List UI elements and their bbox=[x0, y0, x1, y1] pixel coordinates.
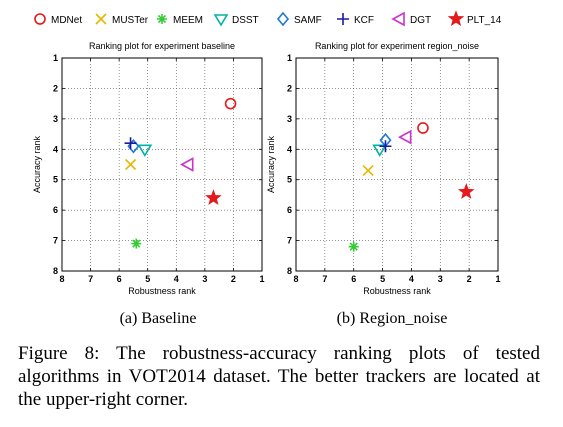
x-tick-label: 5 bbox=[145, 274, 150, 284]
y-tick-label: 6 bbox=[53, 205, 58, 215]
plot-frame-baseline bbox=[61, 57, 263, 272]
legend-label-mdnet: MDNet bbox=[51, 15, 82, 26]
legend-item-meem: MEEM bbox=[157, 14, 203, 26]
x-tick-label: 1 bbox=[259, 274, 264, 284]
y-tick-label: 6 bbox=[287, 205, 292, 215]
plot-frame-region-noise bbox=[295, 57, 499, 272]
y-tick-label: 4 bbox=[53, 144, 58, 154]
legend: MDNet MUSTer MEEM DSST SAMF KCF DGT PLT_14 bbox=[34, 10, 502, 27]
plot-baseline: 8 7 6 5 4 3 2 1 1 2 3 4 5 6 7 8 Ranking plot for experim… bbox=[32, 41, 265, 296]
x-tick-label: 8 bbox=[59, 274, 64, 284]
legend-marker-dgt bbox=[391, 11, 405, 27]
legend-item-muster: MUSTer bbox=[95, 13, 149, 26]
legend-marker-plt-14 bbox=[447, 10, 465, 27]
y-tick-label: 2 bbox=[287, 83, 292, 93]
x-tick-label: 7 bbox=[322, 274, 327, 284]
legend-item-mdnet: MDNet bbox=[34, 13, 82, 26]
y-axis-label-region-noise: Accuracy rank bbox=[266, 135, 276, 193]
y-tick-label: 3 bbox=[287, 114, 292, 124]
grid-baseline bbox=[62, 58, 262, 271]
x-tick-label: 3 bbox=[202, 274, 207, 284]
y-tick-label: 8 bbox=[287, 266, 292, 276]
figure-caption: Figure 8: The robustness-accuracy rankin… bbox=[18, 343, 540, 410]
point-kcf bbox=[379, 140, 392, 153]
legend-label-kcf: KCF bbox=[354, 15, 374, 26]
y-tick-label: 1 bbox=[287, 53, 292, 63]
subcaption-region-noise: (b) Region_noise bbox=[336, 310, 448, 327]
x-tick-label: 4 bbox=[174, 274, 179, 284]
y-tick-label: 8 bbox=[53, 266, 58, 276]
point-mdnet bbox=[224, 97, 237, 110]
y-tick-label: 1 bbox=[53, 53, 58, 63]
plot-title-baseline: Ranking plot for experiment baseline bbox=[89, 41, 235, 51]
point-kcf bbox=[124, 137, 137, 150]
legend-label-dsst: DSST bbox=[232, 15, 259, 26]
point-plt-14 bbox=[205, 189, 222, 206]
legend-marker-mdnet bbox=[34, 13, 46, 25]
legend-label-muster: MUSTer bbox=[112, 15, 149, 26]
y-tick-label: 2 bbox=[53, 83, 58, 93]
legend-label-meem: MEEM bbox=[173, 15, 203, 26]
y-tick-label: 7 bbox=[53, 236, 58, 246]
point-dsst bbox=[372, 144, 388, 157]
legend-item-dgt: DGT bbox=[391, 11, 431, 27]
point-dsst bbox=[137, 144, 153, 157]
legend-item-kcf: KCF bbox=[337, 13, 374, 26]
point-plt-14 bbox=[457, 183, 475, 199]
legend-marker-kcf bbox=[337, 13, 349, 25]
legend-marker-muster bbox=[95, 13, 107, 25]
figure-plots: 8 7 6 5 4 3 2 1 1 2 3 4 5 6 7 8 Ranking plot for experim… bbox=[32, 41, 501, 296]
grid-region-noise bbox=[296, 58, 498, 271]
legend-marker-samf bbox=[276, 11, 290, 27]
legend-item-samf: SAMF bbox=[276, 11, 322, 27]
y-tick-label: 5 bbox=[53, 175, 58, 185]
point-dgt bbox=[180, 157, 194, 172]
x-tick-label: 1 bbox=[495, 274, 500, 284]
y-tick-label: 5 bbox=[287, 175, 292, 185]
legend-label-plt-14: PLT_14 bbox=[467, 15, 502, 26]
x-axis-label-baseline: Robustness rank bbox=[128, 286, 196, 296]
plot-region-noise: 8 7 6 5 4 3 2 1 1 2 3 4 5 6 7 8 Ranking plot for experim… bbox=[266, 41, 501, 296]
y-tick-label: 7 bbox=[287, 236, 292, 246]
y-tick-label: 4 bbox=[287, 144, 292, 154]
legend-marker-dsst bbox=[213, 14, 229, 27]
plot-title-region-noise: Ranking plot for experiment region_noise bbox=[315, 41, 479, 51]
point-meem bbox=[348, 241, 359, 252]
x-tick-label: 8 bbox=[293, 274, 298, 284]
x-tick-label: 4 bbox=[409, 274, 414, 284]
x-tick-label: 5 bbox=[380, 274, 385, 284]
point-muster bbox=[362, 165, 374, 177]
x-tick-label: 3 bbox=[438, 274, 443, 284]
x-tick-label: 2 bbox=[231, 274, 236, 284]
point-muster bbox=[125, 158, 137, 171]
x-tick-label: 2 bbox=[467, 274, 472, 284]
point-meem bbox=[131, 238, 142, 249]
y-tick-label: 3 bbox=[53, 114, 58, 124]
legend-item-plt-14: PLT_14 bbox=[447, 10, 502, 27]
legend-marker-meem bbox=[157, 14, 167, 24]
x-tick-label: 7 bbox=[88, 274, 93, 284]
legend-label-samf: SAMF bbox=[294, 15, 322, 26]
legend-label-dgt: DGT bbox=[410, 15, 431, 26]
x-tick-label: 6 bbox=[117, 274, 122, 284]
point-dgt bbox=[397, 129, 412, 145]
x-axis-label-region-noise: Robustness rank bbox=[363, 286, 431, 296]
point-mdnet bbox=[417, 122, 429, 134]
subcaption-baseline: (a) Baseline bbox=[119, 310, 197, 327]
y-axis-label-baseline: Accuracy rank bbox=[32, 135, 42, 193]
x-tick-label: 6 bbox=[351, 274, 356, 284]
legend-item-dsst: DSST bbox=[213, 14, 259, 27]
